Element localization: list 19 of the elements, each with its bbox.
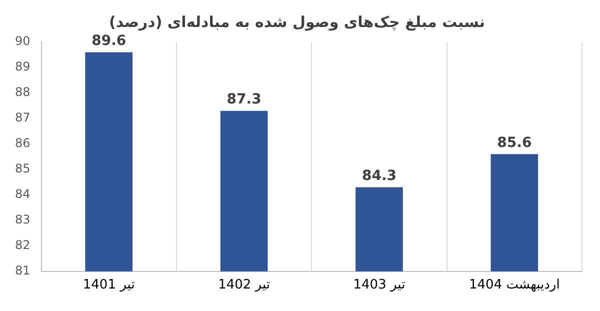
y-tick-label: 86 [14,136,30,150]
x-tick-label: تیر 1403 [353,278,406,293]
y-tick-label: 82 [14,238,30,252]
y-tick-label: 87 [14,110,30,125]
y-tick-label: 88 [14,85,30,100]
data-label: 85.6 [497,134,532,151]
x-tick-label: تیر 1402 [218,278,270,293]
chart-title: نسبت مبلغ چک‌های وصول شده به مبادله‌ای (درصد) [108,12,486,31]
y-tick-label: 84 [14,187,30,202]
x-tick-label: تیر 1401 [82,278,136,293]
y-tick-label: 89 [14,60,30,74]
y-tick-label: 81 [14,264,30,278]
data-label: 89.6 [92,32,126,49]
y-tick-label: 83 [14,212,30,227]
x-tick-label: اردیبهشت 1404 [469,278,560,293]
y-tick-label: 90 [14,34,30,48]
y-tick-label: 85 [14,162,30,176]
data-label: 84.3 [362,168,396,184]
data-label: 87.3 [226,91,262,108]
